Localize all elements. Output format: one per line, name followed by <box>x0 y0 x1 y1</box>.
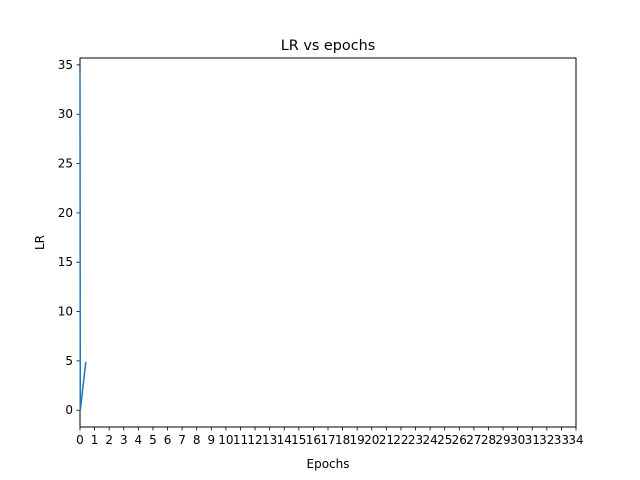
x-tick-label: 32 <box>539 433 554 447</box>
x-tick-label: 9 <box>207 433 215 447</box>
chart-title: LR vs epochs <box>281 38 376 54</box>
y-tick-label: 15 <box>58 255 73 269</box>
x-tick-label: 13 <box>262 433 277 447</box>
y-tick-label: 10 <box>58 305 73 319</box>
plot-area-frame <box>79 57 577 428</box>
y-tick-label: 20 <box>58 206 73 220</box>
x-tick-label: 31 <box>525 433 540 447</box>
x-axis-label: Epochs <box>307 457 350 471</box>
x-tick-label: 5 <box>149 433 157 447</box>
x-tick-label: 8 <box>193 433 201 447</box>
x-tick-label: 7 <box>178 433 186 447</box>
x-tick-label: 22 <box>393 433 408 447</box>
x-tick-label: 21 <box>379 433 394 447</box>
x-tick-label: 1 <box>91 433 99 447</box>
lr-series-line <box>79 71 87 411</box>
x-tick-label: 29 <box>495 433 510 447</box>
x-tick-label: 18 <box>335 433 350 447</box>
x-tick-label: 10 <box>218 433 233 447</box>
x-tick-label: 28 <box>481 433 496 447</box>
x-tick-label: 12 <box>247 433 262 447</box>
y-axis-label: LR <box>33 235 47 250</box>
x-tick-label: 4 <box>135 433 143 447</box>
x-tick-label: 20 <box>364 433 379 447</box>
x-axis-ticks: 0 1 2 3 4 5 6 7 8 9 10 11 12 13 14 15 16 17 18 19 20 21 22 23 24… <box>76 427 584 447</box>
x-tick-label: 34 <box>568 433 583 447</box>
y-tick-label: 0 <box>65 403 73 417</box>
x-tick-label: 23 <box>408 433 423 447</box>
x-tick-label: 33 <box>554 433 569 447</box>
x-tick-label: 0 <box>76 433 84 447</box>
x-tick-label: 24 <box>422 433 437 447</box>
series-layer <box>79 71 87 411</box>
x-tick-label: 30 <box>510 433 525 447</box>
x-tick-label: 15 <box>291 433 306 447</box>
y-tick-label: 25 <box>58 157 73 171</box>
x-tick-label: 3 <box>120 433 128 447</box>
x-tick-label: 11 <box>233 433 248 447</box>
x-tick-label: 17 <box>320 433 335 447</box>
y-tick-label: 35 <box>58 58 73 72</box>
x-tick-label: 19 <box>350 433 365 447</box>
x-tick-label: 16 <box>306 433 321 447</box>
y-axis-ticks: 0 5 10 15 20 25 30 35 <box>58 58 80 417</box>
x-tick-label: 2 <box>105 433 113 447</box>
x-tick-label: 14 <box>277 433 292 447</box>
x-tick-label: 6 <box>164 433 172 447</box>
x-tick-label: 26 <box>452 433 467 447</box>
y-tick-label: 30 <box>58 107 73 121</box>
x-tick-label: 25 <box>437 433 452 447</box>
y-tick-label: 5 <box>65 354 73 368</box>
x-tick-label: 27 <box>466 433 481 447</box>
